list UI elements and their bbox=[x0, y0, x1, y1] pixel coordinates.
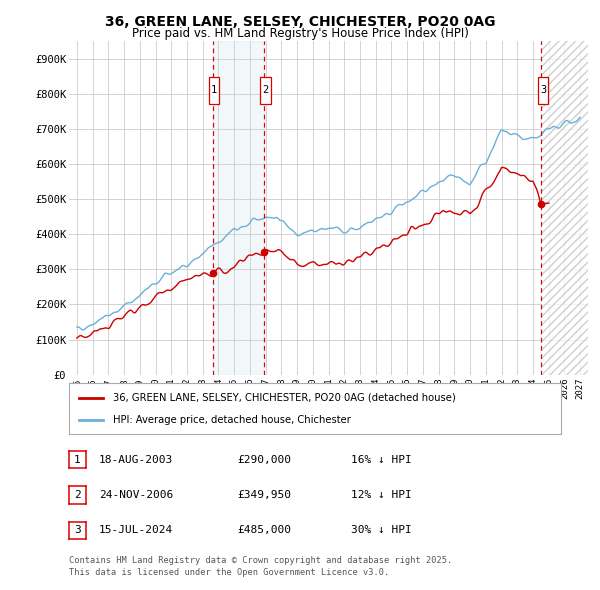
Text: 36, GREEN LANE, SELSEY, CHICHESTER, PO20 0AG: 36, GREEN LANE, SELSEY, CHICHESTER, PO20… bbox=[105, 15, 495, 29]
Text: Price paid vs. HM Land Registry's House Price Index (HPI): Price paid vs. HM Land Registry's House … bbox=[131, 27, 469, 40]
Text: 18-AUG-2003: 18-AUG-2003 bbox=[99, 455, 173, 464]
Text: 1: 1 bbox=[211, 86, 217, 96]
Text: £349,950: £349,950 bbox=[237, 490, 291, 500]
Text: 2: 2 bbox=[74, 490, 81, 500]
Text: This data is licensed under the Open Government Licence v3.0.: This data is licensed under the Open Gov… bbox=[69, 568, 389, 577]
Text: 1: 1 bbox=[74, 455, 81, 464]
FancyBboxPatch shape bbox=[260, 77, 271, 104]
Text: £485,000: £485,000 bbox=[237, 526, 291, 535]
Text: £290,000: £290,000 bbox=[237, 455, 291, 464]
Text: 2: 2 bbox=[262, 86, 269, 96]
Text: HPI: Average price, detached house, Chichester: HPI: Average price, detached house, Chic… bbox=[113, 415, 351, 425]
Text: 36, GREEN LANE, SELSEY, CHICHESTER, PO20 0AG (detached house): 36, GREEN LANE, SELSEY, CHICHESTER, PO20… bbox=[113, 392, 456, 402]
Text: 24-NOV-2006: 24-NOV-2006 bbox=[99, 490, 173, 500]
Bar bbox=[212, 41, 264, 375]
Text: 12% ↓ HPI: 12% ↓ HPI bbox=[351, 490, 412, 500]
FancyBboxPatch shape bbox=[209, 77, 219, 104]
Text: 16% ↓ HPI: 16% ↓ HPI bbox=[351, 455, 412, 464]
Text: 3: 3 bbox=[540, 86, 546, 96]
Text: 30% ↓ HPI: 30% ↓ HPI bbox=[351, 526, 412, 535]
Text: 15-JUL-2024: 15-JUL-2024 bbox=[99, 526, 173, 535]
Text: 3: 3 bbox=[74, 526, 81, 535]
FancyBboxPatch shape bbox=[538, 77, 548, 104]
Bar bbox=[541, 41, 588, 375]
Text: Contains HM Land Registry data © Crown copyright and database right 2025.: Contains HM Land Registry data © Crown c… bbox=[69, 556, 452, 565]
